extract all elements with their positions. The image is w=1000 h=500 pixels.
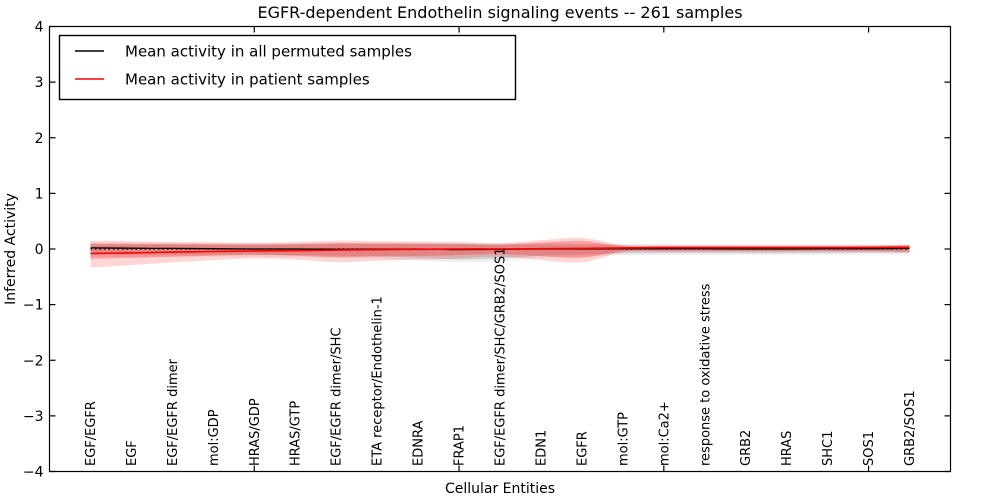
y-tick-label: −2 (23, 353, 44, 369)
chart-title: EGFR-dependent Endothelin signaling even… (257, 3, 742, 22)
x-category-label: mol:GDP (207, 409, 222, 466)
x-category-label: EGF (125, 440, 140, 466)
x-category-label: ETA receptor/Endothelin-1 (371, 296, 386, 466)
x-category-labels: EGF/EGFR EGF EGF/EGFR dimer mol:GDP HRAS/GDP… (84, 248, 918, 467)
y-tick-label: −4 (23, 465, 44, 481)
y-tick-label: −1 (23, 298, 44, 314)
x-category-label: EGFR (575, 431, 590, 466)
x-category-label: GRB2 (739, 430, 754, 466)
x-category-label: HRAS/GDP (248, 398, 263, 466)
x-category-label: EGF/EGFR dimer (166, 358, 181, 466)
legend-label: Mean activity in all permuted samples (125, 43, 412, 61)
plot-frame-and-ticks (48, 25, 952, 473)
x-category-label: mol:GTP (616, 412, 631, 466)
series-line-patient (90, 246, 910, 255)
y-tick-label: 1 (35, 186, 44, 202)
x-axis-label: Cellular Entities (445, 481, 555, 497)
x-category-label: EDNRA (412, 421, 427, 466)
x-category-label: EDN1 (535, 430, 550, 466)
y-tick-label: 4 (35, 20, 44, 36)
y-tick-label: 0 (35, 242, 44, 258)
y-axis-label: Inferred Activity (3, 193, 19, 305)
x-category-label: FRAP1 (453, 425, 468, 466)
x-category-label: response to oxidative stress (698, 283, 713, 466)
legend-label: Mean activity in patient samples (125, 71, 370, 89)
x-category-label: HRAS (780, 431, 795, 466)
x-category-label: EGF/EGFR (84, 401, 99, 466)
y-tick-label: 2 (35, 131, 44, 147)
y-tick-labels: 4 3 2 1 0 −1 −2 −3 −4 (23, 20, 44, 481)
x-category-label: EGF/EGFR dimer/SHC/GRB2/SOS1 (494, 248, 509, 467)
x-category-label: EGF/EGFR dimer/SHC (330, 328, 345, 466)
x-category-label: HRAS/GTP (289, 401, 304, 466)
x-category-label: GRB2/SOS1 (903, 390, 918, 466)
y-tick-label: 3 (35, 75, 44, 91)
band-patient-spread-outer (90, 237, 910, 268)
x-category-label: SHC1 (821, 431, 836, 466)
y-tick-label: −3 (23, 409, 44, 425)
series-lines (90, 246, 910, 255)
legend: Mean activity in all permuted samples Mea… (58, 34, 517, 101)
x-category-label: mol:Ca2+ (657, 401, 672, 466)
x-category-label: SOS1 (862, 431, 877, 466)
legend-box (58, 34, 517, 101)
